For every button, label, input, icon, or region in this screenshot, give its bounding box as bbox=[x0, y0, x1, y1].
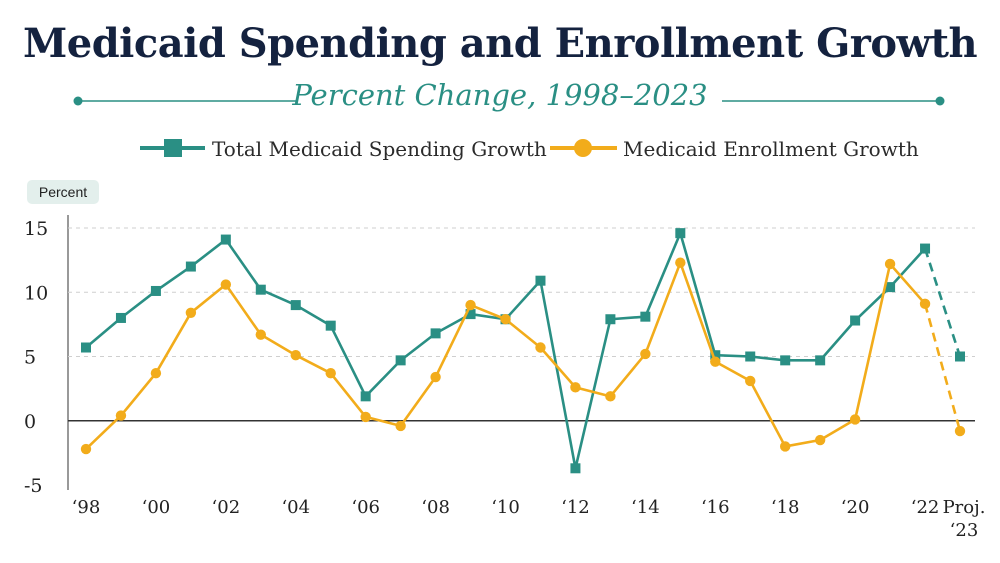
data-point-spending bbox=[395, 355, 406, 366]
x-tick-label: ‘16 bbox=[701, 497, 730, 518]
data-point-spending bbox=[920, 243, 931, 254]
data-point-enrollment bbox=[115, 410, 127, 421]
data-point-spending bbox=[640, 311, 651, 322]
data-point-enrollment bbox=[255, 329, 266, 340]
y-tick-label: 0 bbox=[24, 411, 36, 433]
x-tick-label: Proj. bbox=[943, 497, 986, 518]
data-point-enrollment bbox=[849, 414, 861, 425]
series-projection-spending bbox=[923, 248, 962, 357]
data-point-spending bbox=[535, 275, 546, 286]
y-tick-label: 10 bbox=[24, 282, 48, 304]
x-tick-label: ‘22 bbox=[911, 497, 940, 518]
x-tick-label: ‘23 bbox=[950, 520, 979, 541]
legend-label-spending: Total Medicaid Spending Growth bbox=[212, 137, 547, 161]
x-tick-label: ‘06 bbox=[351, 497, 380, 518]
legend-swatches bbox=[140, 139, 617, 157]
data-point-spending bbox=[115, 312, 126, 323]
y-axis-label: Percent bbox=[27, 180, 99, 204]
x-tick-label: ‘00 bbox=[142, 497, 171, 518]
data-point-enrollment bbox=[570, 382, 581, 393]
data-point-enrollment bbox=[360, 411, 371, 423]
data-point-enrollment bbox=[954, 425, 966, 437]
data-point-spending bbox=[185, 261, 196, 272]
data-point-spending bbox=[220, 234, 231, 245]
data-point-enrollment bbox=[185, 307, 197, 319]
data-point-spending bbox=[710, 350, 721, 361]
data-point-spending bbox=[850, 315, 861, 326]
data-point-enrollment bbox=[290, 350, 301, 361]
data-point-spending bbox=[81, 342, 91, 353]
data-point-enrollment bbox=[430, 371, 441, 383]
data-point-enrollment bbox=[80, 443, 92, 455]
data-point-spending bbox=[570, 463, 581, 474]
data-point-enrollment bbox=[500, 314, 511, 325]
data-point-enrollment bbox=[220, 279, 232, 290]
data-point-enrollment bbox=[780, 441, 791, 452]
data-point-spending bbox=[150, 285, 161, 296]
data-point-enrollment bbox=[535, 342, 546, 353]
data-point-enrollment bbox=[465, 299, 476, 311]
x-tick-label: ‘08 bbox=[421, 497, 450, 518]
series-projection-enrollment bbox=[923, 303, 962, 432]
x-tick-label: ‘98 bbox=[72, 497, 101, 518]
data-point-enrollment bbox=[919, 298, 931, 310]
data-point-spending bbox=[255, 284, 266, 295]
data-point-spending bbox=[955, 351, 965, 362]
y-tick-label: 5 bbox=[24, 347, 36, 369]
x-tick-label: ‘14 bbox=[631, 497, 660, 518]
data-point-enrollment bbox=[325, 368, 336, 379]
data-point-spending bbox=[780, 355, 791, 366]
data-point-enrollment bbox=[150, 368, 162, 379]
x-tick-label: ‘12 bbox=[561, 497, 590, 518]
data-point-spending bbox=[675, 228, 686, 239]
x-tick-label: ‘04 bbox=[281, 497, 310, 518]
data-point-spending bbox=[290, 300, 301, 311]
legend-label-enrollment: Medicaid Enrollment Growth bbox=[623, 137, 919, 161]
data-point-enrollment bbox=[640, 348, 651, 360]
chart-title: Medicaid Spending and Enrollment Growth bbox=[22, 20, 978, 67]
data-point-spending bbox=[745, 351, 756, 362]
data-point-spending bbox=[885, 282, 896, 293]
x-tick-label: ‘20 bbox=[841, 497, 870, 518]
subtitle-ornament bbox=[73, 96, 945, 106]
data-point-enrollment bbox=[814, 434, 826, 446]
y-tick-label: 15 bbox=[24, 218, 48, 240]
data-point-spending bbox=[465, 309, 476, 320]
subtitle-row: Percent Change, 1998–2023 bbox=[0, 78, 1000, 122]
data-point-enrollment bbox=[605, 391, 616, 402]
y-tick-label: -5 bbox=[24, 475, 43, 497]
data-point-spending bbox=[325, 320, 336, 331]
data-point-spending bbox=[430, 328, 441, 339]
data-point-enrollment bbox=[675, 257, 686, 268]
data-point-enrollment bbox=[710, 356, 721, 367]
legend-swatch-enrollment bbox=[550, 139, 617, 157]
x-tick-label: ‘02 bbox=[212, 497, 241, 518]
chart-subtitle: Percent Change, 1998–2023 bbox=[292, 78, 708, 112]
x-tick-label: ‘18 bbox=[771, 497, 800, 518]
data-point-spending bbox=[605, 314, 616, 325]
data-point-spending bbox=[360, 391, 371, 402]
data-point-enrollment bbox=[395, 420, 406, 432]
legend-swatch-spending bbox=[140, 139, 205, 157]
data-point-enrollment bbox=[745, 375, 756, 387]
x-tick-label: ‘10 bbox=[491, 497, 520, 518]
series-line-spending bbox=[85, 231, 927, 470]
data-point-enrollment bbox=[884, 258, 896, 270]
data-point-spending bbox=[815, 355, 826, 366]
